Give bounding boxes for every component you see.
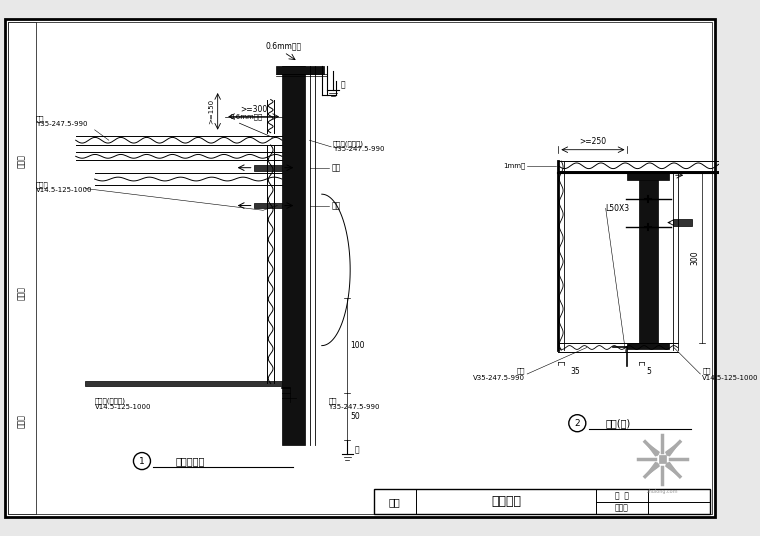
Text: 图集号: 图集号: [615, 503, 629, 512]
Text: Y35-247.5-990: Y35-247.5-990: [333, 146, 385, 152]
Bar: [374, 489, 710, 514]
Text: 审阅人: 审阅人: [17, 154, 27, 168]
Text: 外墙板: 外墙板: [36, 182, 49, 188]
Text: 墙梁: 墙梁: [331, 163, 340, 172]
Text: 300: 300: [690, 251, 699, 265]
Polygon shape: [645, 463, 659, 477]
Text: 坡: 坡: [355, 445, 359, 454]
Bar: [657, 453, 668, 465]
Text: 35: 35: [571, 367, 581, 376]
Text: 校对人: 校对人: [17, 287, 27, 301]
Bar: [254, 203, 282, 209]
Text: 板端: 板端: [702, 368, 711, 375]
Text: 弯起头(两端加): 弯起头(两端加): [333, 140, 364, 146]
Text: 制图人: 制图人: [17, 414, 27, 428]
Bar: [628, 343, 669, 349]
Text: L50X3: L50X3: [606, 204, 630, 213]
Bar: [639, 180, 657, 343]
Text: 板端: 板端: [328, 397, 337, 404]
Text: Y35-247.5-990: Y35-247.5-990: [36, 121, 87, 127]
Text: 页  次: 页 次: [615, 491, 629, 500]
Bar: [673, 219, 692, 226]
Text: 板端: 板端: [517, 368, 525, 375]
Text: 1: 1: [139, 457, 145, 466]
Text: V14.5-125-1000: V14.5-125-1000: [702, 375, 758, 381]
Bar: [282, 66, 305, 445]
Polygon shape: [645, 442, 659, 456]
Text: 山墙作法: 山墙作法: [491, 495, 521, 508]
Text: V14.5-125-1000: V14.5-125-1000: [36, 187, 93, 193]
Text: >=250: >=250: [579, 137, 606, 146]
Text: 100: 100: [350, 341, 365, 350]
Text: zhulong.com: zhulong.com: [647, 489, 678, 494]
Text: 1mm橡: 1mm橡: [503, 162, 525, 169]
Text: >=300: >=300: [240, 105, 268, 114]
Text: 0.6mm钢板: 0.6mm钢板: [266, 41, 302, 50]
Bar: [628, 173, 669, 180]
Polygon shape: [666, 463, 680, 477]
Bar: [659, 456, 667, 463]
Text: 5: 5: [647, 367, 651, 376]
Text: 坡: 坡: [340, 81, 345, 90]
Text: >=150: >=150: [208, 99, 214, 124]
Text: 2: 2: [575, 419, 580, 428]
Text: 檩条: 檩条: [331, 201, 340, 210]
Bar: [85, 381, 282, 386]
Text: 山檩(一): 山檩(一): [606, 418, 631, 428]
Text: V35-247.5-990: V35-247.5-990: [473, 375, 525, 381]
Text: Y35-247.5-990: Y35-247.5-990: [328, 404, 380, 410]
Text: 50: 50: [350, 412, 360, 421]
Text: 0.6mm钢板: 0.6mm钢板: [230, 114, 263, 120]
Text: V14.5-125-1000: V14.5-125-1000: [95, 404, 151, 410]
Text: 板端: 板端: [36, 115, 45, 122]
Polygon shape: [666, 442, 680, 456]
Text: 外墙板(内墙板): 外墙板(内墙板): [95, 397, 125, 404]
Bar: [8, 22, 36, 514]
Text: 图名: 图名: [389, 497, 401, 507]
Bar: [254, 165, 282, 170]
Bar: [277, 66, 324, 74]
Text: 山墙处墙檩: 山墙处墙檩: [175, 456, 204, 466]
